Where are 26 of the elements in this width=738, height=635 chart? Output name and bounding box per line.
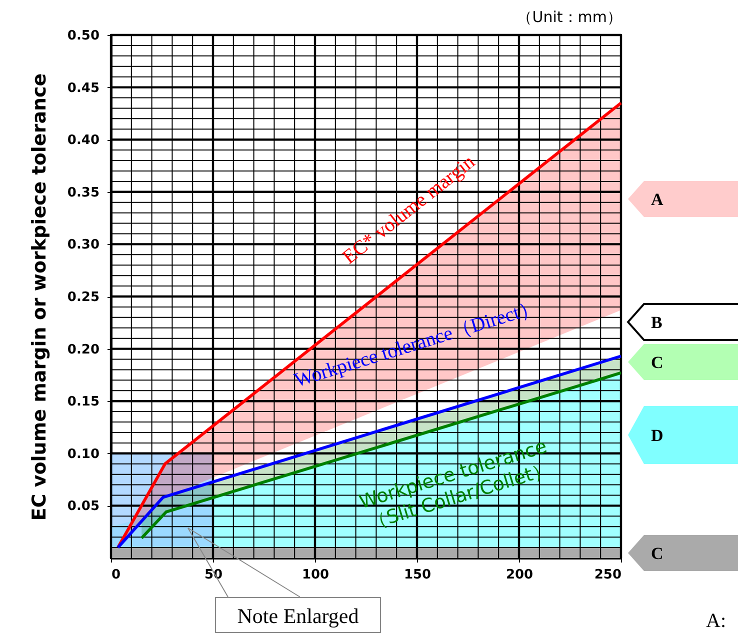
y-tick-label: 0.35 — [67, 185, 100, 200]
y-axis-title: EC volume margin or workpiece tolerance — [28, 73, 50, 521]
x-tick-label: 150 — [404, 568, 432, 582]
x-tick-label: 100 — [302, 568, 330, 582]
text: A: — [706, 610, 726, 633]
y-tick-label: 0.45 — [67, 80, 100, 96]
y-tick-label: 0.05 — [67, 499, 100, 514]
x-tick-label: 0 — [112, 568, 121, 582]
y-tick-label: 0.40 — [67, 133, 100, 148]
y-tick-label: 0.30 — [67, 238, 100, 253]
text: D — [651, 426, 664, 445]
text: A — [651, 190, 664, 209]
y-tick-label: 0.10 — [67, 446, 100, 462]
y-tick-label: 0.15 — [67, 394, 100, 410]
text: C — [651, 544, 664, 563]
text: Workpiece tolerance（Direct） — [292, 296, 542, 392]
y-tick-label: 0.25 — [67, 290, 100, 305]
x-tick-label: 250 — [594, 568, 622, 582]
y-tick-label: 0.50 — [67, 28, 100, 44]
x-tick-label: 50 — [204, 568, 223, 582]
text: （Unit：mm） — [517, 8, 622, 27]
text: C — [651, 353, 664, 372]
x-tick-label: 200 — [506, 568, 534, 582]
text: B — [651, 313, 662, 332]
y-tick-label: 0.20 — [67, 342, 100, 358]
text: Note Enlarged — [215, 597, 381, 633]
